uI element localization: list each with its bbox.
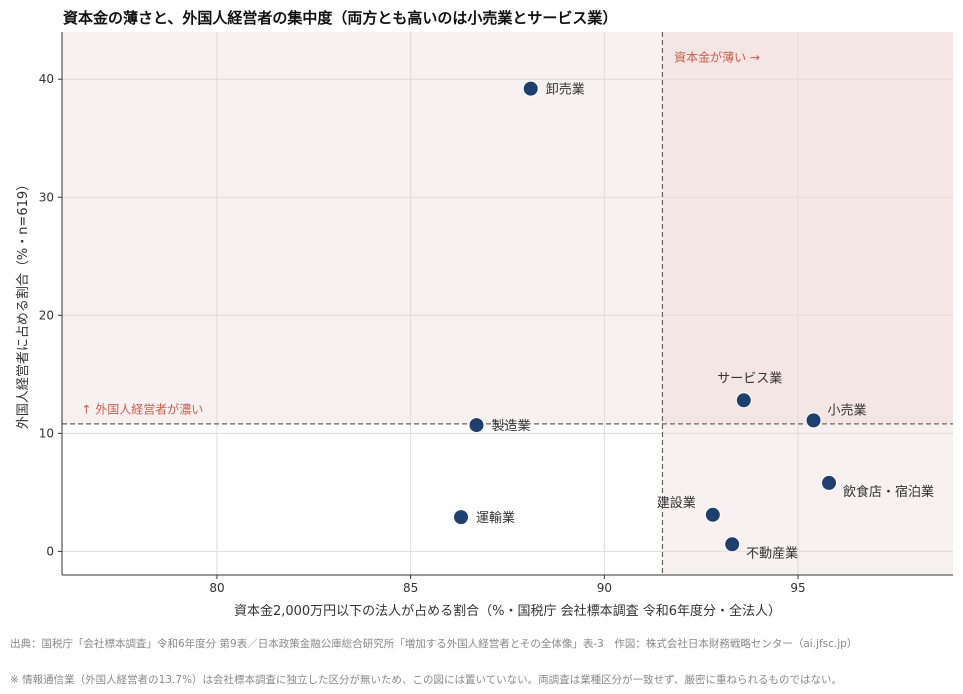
annotations: 資本金が薄い → ↑ 外国人経営者が濃い bbox=[81, 50, 760, 417]
gridlines bbox=[62, 32, 953, 575]
data-point bbox=[724, 536, 741, 553]
point-label: 卸売業 bbox=[546, 82, 585, 98]
quadrant-thin-capital bbox=[662, 423, 953, 575]
point-label: サービス業 bbox=[717, 370, 782, 386]
data-point bbox=[522, 80, 539, 97]
y-tick-label: 40 bbox=[39, 72, 54, 86]
x-axis-label: 資本金2,000万円以下の法人が占める割合（%・国税庁 会社標本調査 令和6年度… bbox=[234, 603, 781, 619]
quadrant-high-foreign bbox=[62, 32, 663, 424]
chart-title: 資本金の薄さと、外国人経営者の集中度（両方とも高いのは小売業とサービス業） bbox=[63, 9, 618, 27]
data-point bbox=[735, 392, 752, 409]
x-tick-label: 80 bbox=[209, 581, 224, 595]
quadrant-overlap bbox=[662, 32, 953, 424]
x-tick-label: 90 bbox=[597, 581, 612, 595]
y-tick-label: 30 bbox=[39, 190, 54, 204]
data-point bbox=[821, 474, 838, 491]
point-label: 建設業 bbox=[657, 495, 696, 511]
reference-lines bbox=[62, 32, 953, 575]
quadrant-annotation: ↑ 外国人経営者が濃い bbox=[81, 401, 203, 416]
data-points bbox=[453, 80, 838, 553]
quadrant-annotation: 資本金が薄い → bbox=[674, 50, 760, 65]
axes: 80 85 90 95 0 10 20 30 40 資本金2,000万円以下の法人が占める割合（%… bbox=[15, 32, 953, 619]
x-tick-label: 85 bbox=[403, 581, 418, 595]
point-label: 小売業 bbox=[828, 402, 867, 418]
data-point bbox=[468, 417, 485, 434]
footnote: ※ 情報通信業（外国人経営者の13.7%）は会社標本調査に独立した区分が無いため… bbox=[10, 674, 842, 686]
quadrant-backgrounds bbox=[62, 32, 953, 575]
point-label: 運輸業 bbox=[476, 510, 515, 526]
x-tick-label: 95 bbox=[790, 581, 805, 595]
y-tick-label: 20 bbox=[39, 308, 54, 322]
point-label: 不動産業 bbox=[746, 545, 798, 561]
y-tick-label: 10 bbox=[39, 426, 54, 440]
source-note: 出典：国税庁「会社標本調査」令和6年度分 第9表／日本政策金融公庫総合研究所「増… bbox=[10, 638, 858, 650]
data-point bbox=[805, 412, 822, 429]
y-axis-label: 外国人経営者に占める割合（%・n=619） bbox=[15, 178, 31, 429]
scatter-chart: 80 85 90 95 0 10 20 30 40 資本金2,000万円以下の法人が占める割合（%… bbox=[15, 32, 953, 619]
point-label: 製造業 bbox=[492, 418, 531, 434]
data-point bbox=[704, 506, 721, 523]
y-tick-label: 0 bbox=[46, 544, 54, 558]
point-label: 飲食店・宿泊業 bbox=[843, 484, 934, 500]
data-point bbox=[453, 509, 470, 526]
